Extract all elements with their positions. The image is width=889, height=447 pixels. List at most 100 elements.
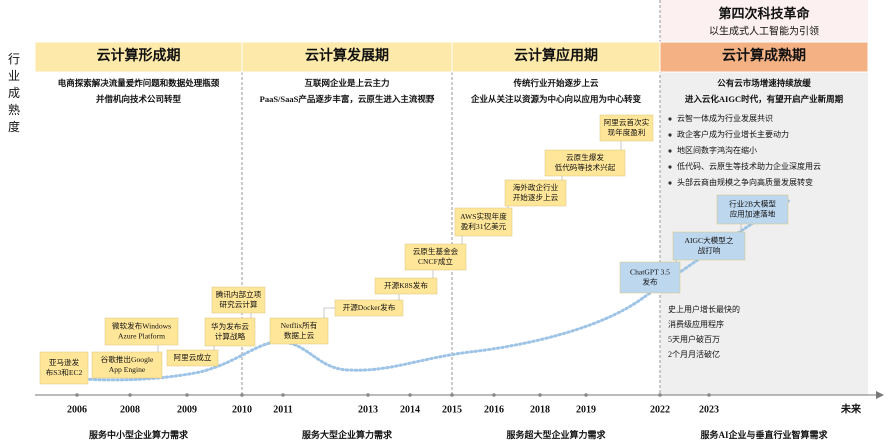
phase-description: 电商探索解决流量爰炸问题和数据处理瓶颈 bbox=[58, 78, 220, 88]
year-label: 2008 bbox=[120, 404, 140, 415]
year-tick bbox=[707, 393, 711, 397]
banner-title: 第四次科技革命 bbox=[718, 6, 810, 21]
x-axis-arrow bbox=[876, 391, 884, 399]
phase-name: 云计算发展期 bbox=[305, 47, 389, 64]
banner-subtitle: 以生成式人工智能为引领 bbox=[709, 24, 819, 37]
phase-name: 云计算成熟期 bbox=[722, 47, 806, 64]
demand-label: 服务中小型企业算力需求 bbox=[89, 429, 189, 440]
event-box bbox=[619, 261, 681, 294]
phase-bullet: 云智一体成为行业发展共识 bbox=[677, 113, 773, 123]
year-tick bbox=[658, 393, 662, 397]
year-label: 2016 bbox=[484, 404, 504, 415]
event-label: 数据上云 bbox=[284, 330, 315, 340]
banner-bg bbox=[660, 0, 868, 42]
phase-description: 企业从关注以资源为中心向以应用为中心转变 bbox=[470, 94, 642, 104]
event-label: 开始逐步上云 bbox=[513, 192, 559, 202]
event-box bbox=[204, 317, 256, 347]
event-label: AWS实现年度 bbox=[460, 211, 507, 221]
event-box bbox=[544, 149, 626, 177]
year-tick bbox=[128, 393, 132, 397]
event-label: Netflix所有 bbox=[281, 320, 318, 330]
phase-bullet: 地区间数字鸿沟在缩小 bbox=[677, 145, 757, 155]
year-label: 2009 bbox=[177, 404, 197, 415]
event-box bbox=[91, 351, 163, 379]
event-box bbox=[374, 277, 438, 295]
phase-header bbox=[241, 41, 453, 73]
phase-name: 云计算形成期 bbox=[97, 47, 181, 64]
year-label: 2022 bbox=[650, 404, 670, 415]
y-axis-label: 成 bbox=[8, 86, 20, 100]
maturity-curve bbox=[43, 198, 792, 382]
event-label: 微软发布Windows bbox=[112, 320, 171, 330]
event-label: ChatGPT 3.5 bbox=[630, 267, 670, 276]
year-tick bbox=[450, 393, 454, 397]
year-tick bbox=[366, 393, 370, 397]
event-label: 应用加速落地 bbox=[730, 208, 776, 218]
y-axis-label: 熟 bbox=[8, 102, 20, 117]
event-label: CNCF成立 bbox=[418, 256, 453, 266]
year-tick bbox=[240, 393, 244, 397]
event-box bbox=[672, 231, 746, 261]
year-tick bbox=[185, 393, 189, 397]
y-axis-label: 行 bbox=[8, 52, 20, 66]
event-box bbox=[104, 317, 179, 346]
event-label: 开源Docker发布 bbox=[343, 302, 396, 312]
event-label: 战打响 bbox=[698, 245, 721, 255]
event-box bbox=[166, 349, 219, 367]
year-label: 2019 bbox=[576, 404, 596, 415]
phase-header bbox=[659, 41, 869, 73]
event-label: Azure Platform bbox=[118, 331, 165, 340]
event-label: 行业2B大模型 bbox=[729, 198, 776, 208]
event-label: 腾讯内部立项 bbox=[216, 289, 262, 299]
year-tick bbox=[584, 393, 588, 397]
event-label: 谷歌推出Google bbox=[101, 354, 154, 364]
year-label: 未来 bbox=[840, 402, 862, 415]
phase-bullet: 低代码、云原生等技术助力企业深度用云 bbox=[677, 161, 821, 171]
bullet-dot bbox=[668, 117, 672, 121]
event-label: 华为发布云 bbox=[211, 321, 249, 331]
bullet-dot bbox=[668, 165, 672, 169]
event-box bbox=[269, 317, 329, 345]
event-label: 盈利31亿美元 bbox=[461, 221, 507, 231]
year-label: 2015 bbox=[442, 404, 462, 415]
phase-description: 公有云市场增速持续放缓 bbox=[717, 78, 811, 88]
year-label: 2011 bbox=[273, 404, 292, 415]
bullet-dot bbox=[668, 149, 672, 153]
event-label: 云原生基金会 bbox=[413, 246, 459, 256]
year-label: 2023 bbox=[699, 404, 719, 415]
event-label: 低代码等技术兴起 bbox=[555, 162, 616, 172]
note-text: 史上用户增长最快的 bbox=[668, 304, 740, 314]
demand-label: 服务超大型企业算力需求 bbox=[506, 429, 606, 440]
event-label: 布S3和EC2 bbox=[46, 367, 83, 377]
note-text: 2个月月活破亿 bbox=[668, 349, 720, 359]
year-label: 2018 bbox=[530, 404, 550, 415]
note-text: 5天用户破百万 bbox=[668, 334, 720, 344]
note-text: 消费级应用程序 bbox=[668, 319, 724, 329]
phase-description: 互联网企业是上云主力 bbox=[304, 78, 389, 88]
event-label: 亚马逊发 bbox=[49, 357, 80, 367]
event-label: 研究云计算 bbox=[220, 299, 258, 309]
demand-label: 服务大型企业算力需求 bbox=[302, 429, 393, 440]
year-tick bbox=[538, 393, 542, 397]
phase-description: 进入云化AIGC时代，有望开启产业新周期 bbox=[685, 94, 844, 104]
phase-name: 云计算应用期 bbox=[514, 47, 598, 64]
year-tick bbox=[492, 393, 496, 397]
event-box bbox=[716, 194, 789, 225]
event-box bbox=[404, 243, 467, 271]
year-label: 2013 bbox=[358, 404, 378, 415]
demand-label: 服务AI企业与垂直行业智算需求 bbox=[700, 429, 828, 440]
event-label: AIGC大模型之 bbox=[685, 235, 734, 245]
phase-description: PaaS/SaaS产品逐步丰富，云原生进入主流视野 bbox=[260, 94, 435, 104]
event-box bbox=[599, 114, 654, 142]
year-tick bbox=[75, 393, 79, 397]
event-label: 海外政企行业 bbox=[513, 182, 559, 192]
event-label: 发布 bbox=[642, 276, 658, 286]
event-label: 阿里云成立 bbox=[174, 352, 212, 362]
event-label: 云原生爆发 bbox=[566, 152, 604, 162]
bullet-dot bbox=[668, 181, 672, 185]
event-box bbox=[211, 286, 266, 314]
phase-description: 并借机向技术公司转型 bbox=[96, 94, 182, 104]
event-label: 计算战略 bbox=[215, 331, 246, 341]
